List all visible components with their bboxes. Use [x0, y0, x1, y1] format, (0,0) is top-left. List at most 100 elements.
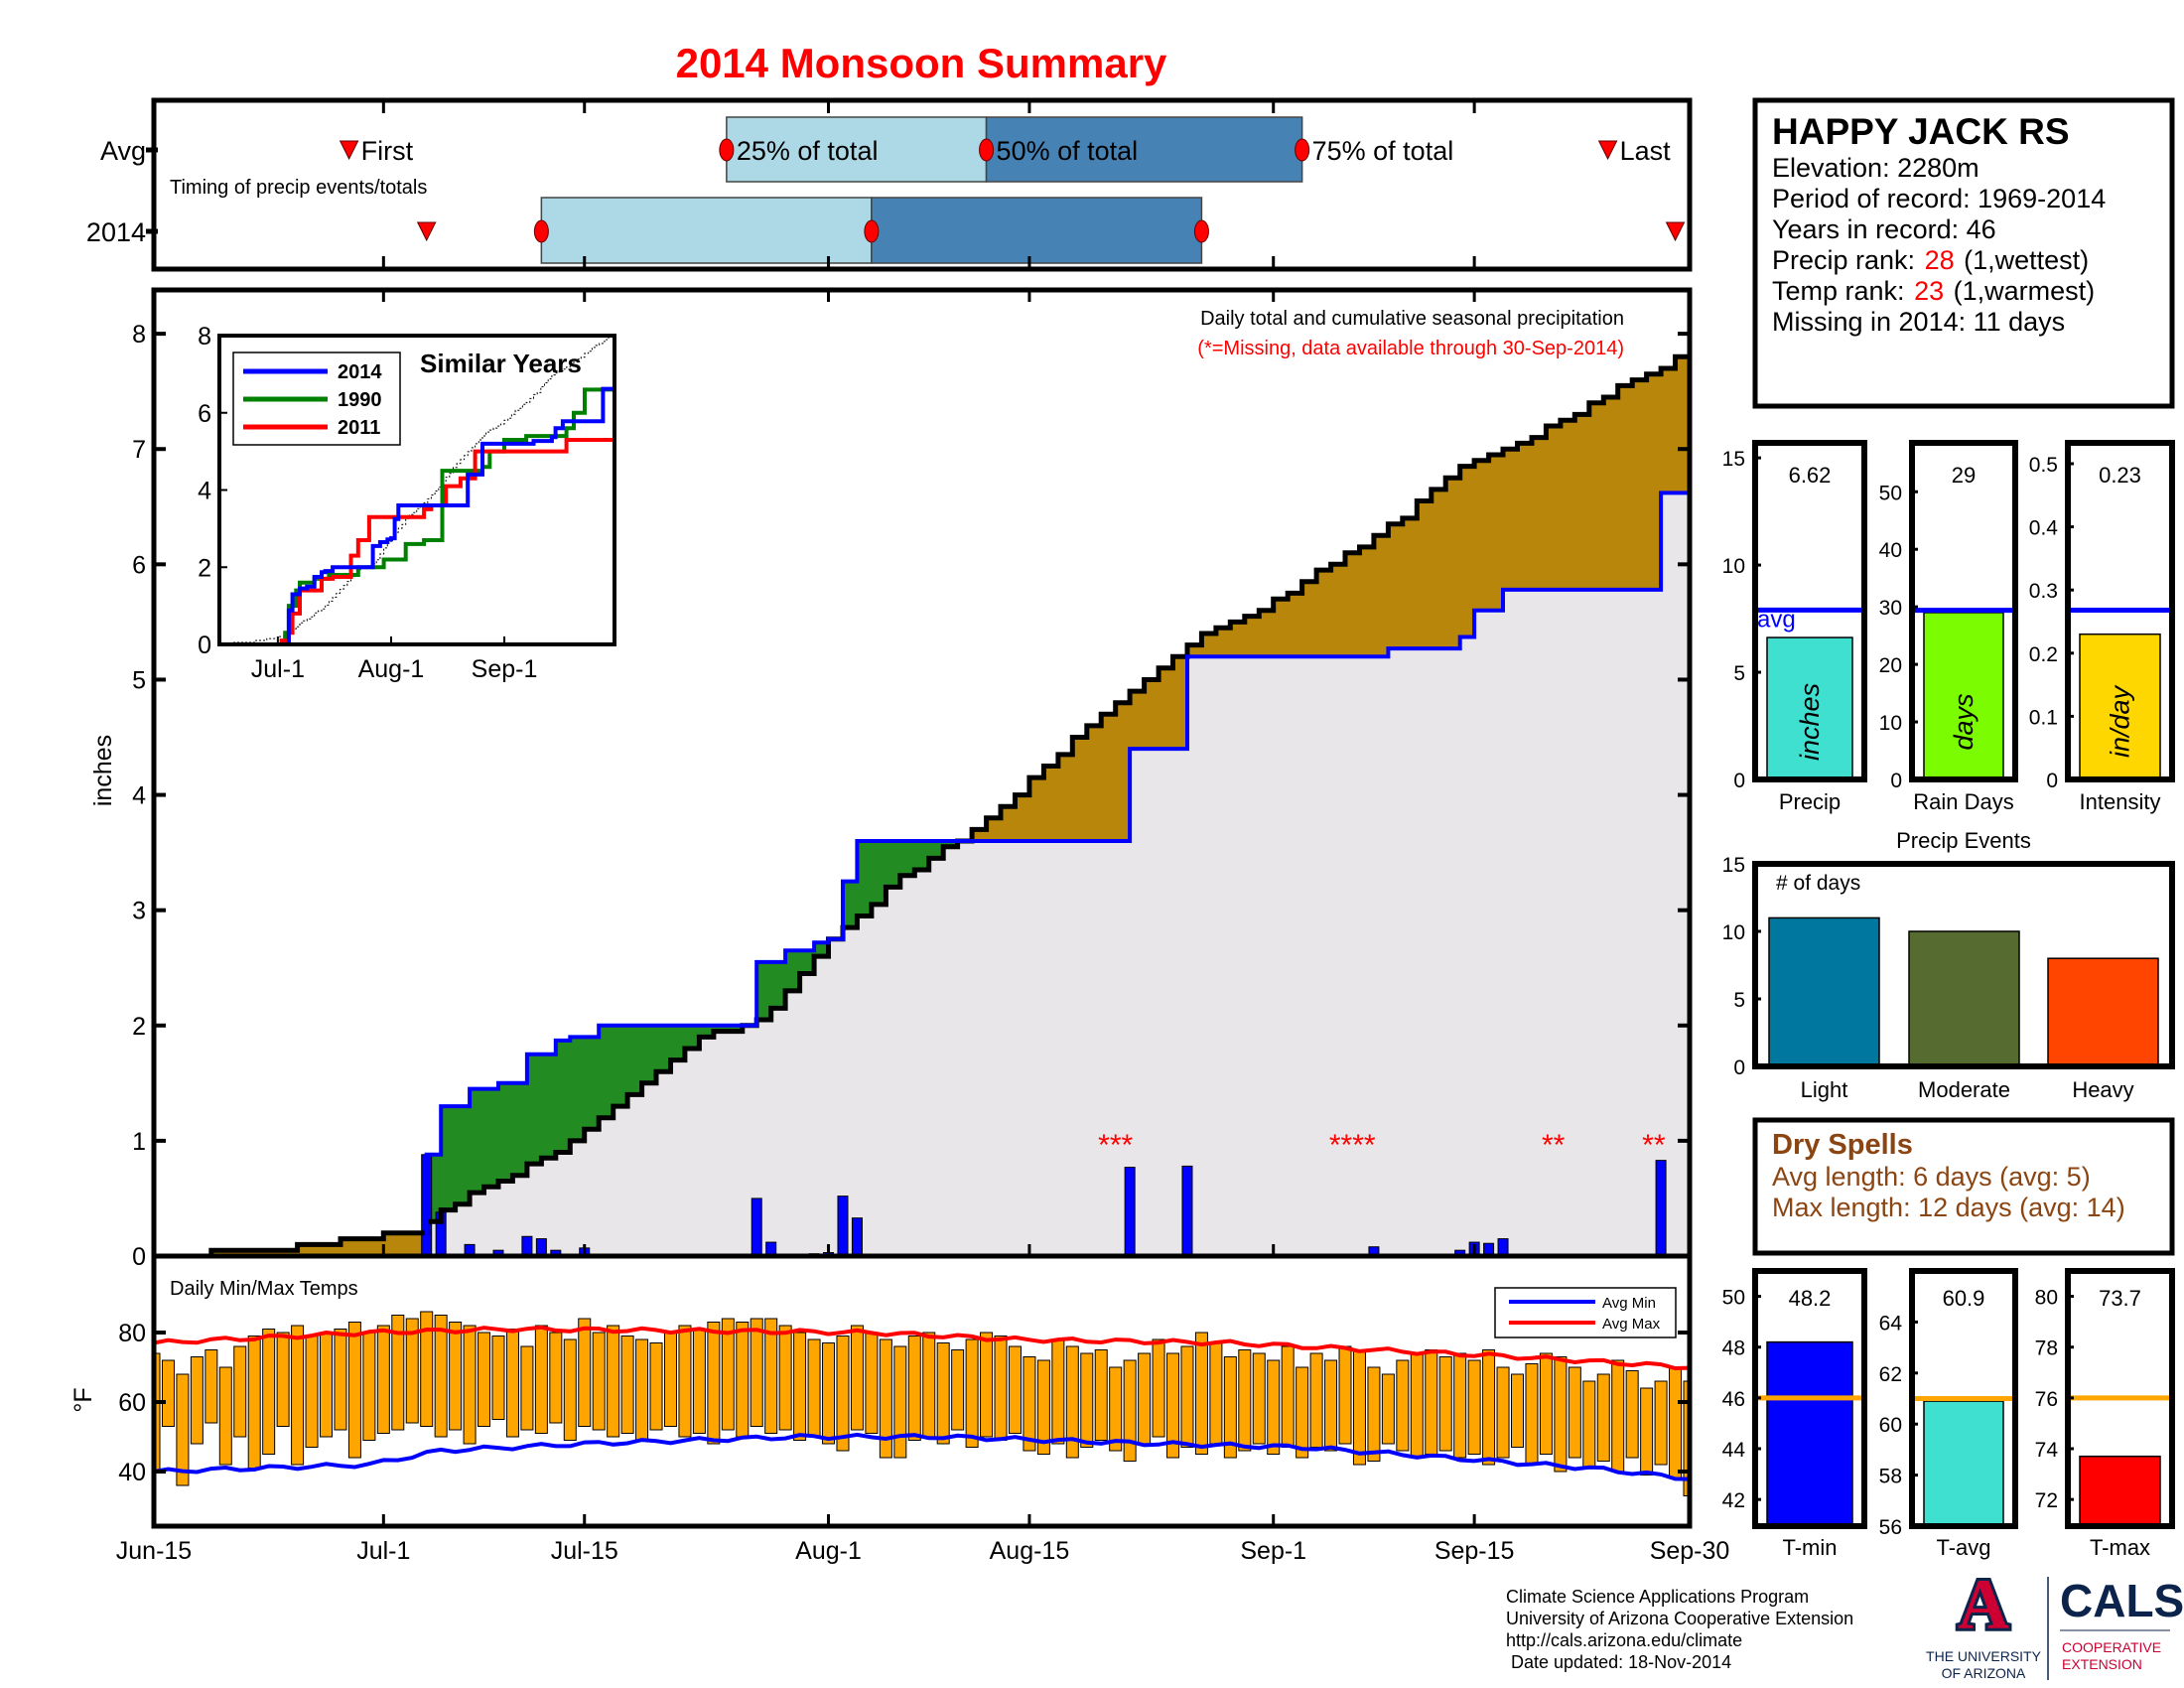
temp-y-tick-label: 60	[118, 1389, 146, 1417]
daily-temp-range-bar	[936, 1342, 950, 1445]
second-half-box	[871, 197, 1203, 264]
precip-event-category-label: Light	[1801, 1077, 1848, 1102]
tavg-y-tick-label: 60	[1879, 1414, 1902, 1437]
daily-temp-range-bar	[721, 1318, 735, 1431]
daily-temp-range-bar	[1036, 1359, 1050, 1455]
daily-temp-range-bar	[1352, 1349, 1366, 1466]
tavg-y-tick-label: 58	[1879, 1466, 1902, 1488]
tmax-value-label: 73.7	[2099, 1286, 2141, 1311]
date-tick-label: Aug-15	[990, 1537, 1070, 1565]
missing-data-mark: ****	[1329, 1129, 1376, 1162]
similar-years-inset: 0 2 4 6 8 Jul-1 Aug-1 Sep-1 2014 1990 2011 Similar …	[198, 323, 616, 683]
daily-temp-range-bar	[1554, 1356, 1568, 1473]
precip_total-bar	[1766, 636, 1853, 780]
intensity-value-label: 0.23	[2099, 463, 2141, 488]
daily-temp-range-bar	[1152, 1338, 1165, 1438]
daily-temp-range-bar	[205, 1349, 218, 1424]
cumulative-plot-area	[154, 351, 1690, 1256]
tmax-y-tick-label: 74	[2035, 1439, 2059, 1462]
footer-line-program: Climate Science Applications Program	[1506, 1587, 1809, 1607]
first-half-box	[540, 197, 873, 264]
daily-temp-range-bar	[1381, 1373, 1395, 1445]
y-tick-label: 4	[132, 782, 146, 810]
daily-temp-range-bar	[1324, 1359, 1338, 1452]
last-event-marker	[1597, 140, 1618, 161]
dry-spells-avg-length: Avg length: 6 days (avg: 5)	[1772, 1162, 2091, 1192]
percentile-marker-p75	[1295, 138, 1310, 162]
dry-spells-max-length: Max length: 12 days (avg: 14)	[1772, 1193, 2125, 1222]
precip_total-y-tick-label: 5	[1733, 662, 1745, 685]
tavg-y-tick-label: 56	[1879, 1516, 1902, 1539]
daily-temp-range-bar	[1596, 1373, 1610, 1462]
tavg-value-label: 60.9	[1943, 1286, 1985, 1311]
tmax-y-tick-label: 72	[2035, 1489, 2058, 1512]
precip_total-x-label: Precip	[1779, 789, 1841, 814]
footer-line-date: Date updated: 18-Nov-2014	[1506, 1652, 1731, 1672]
daily-temp-range-bar	[778, 1325, 792, 1431]
y-tick-label: 8	[132, 321, 146, 349]
precip-event-category-label: Moderate	[1918, 1077, 2010, 1102]
footer-line-url: http://cals.arizona.edu/climate	[1506, 1630, 1742, 1650]
daily-temp-range-bar	[1438, 1356, 1452, 1452]
daily-temp-range-bar	[1525, 1363, 1539, 1466]
temp-plot-area	[154, 1311, 1690, 1496]
inset-line-1990	[219, 387, 614, 646]
precip-events-y-tick-label: 0	[1733, 1056, 1745, 1079]
daily-precip-bar	[1181, 1165, 1193, 1256]
intensity-y-tick-label: 0.4	[2029, 517, 2059, 540]
rain_days-value-label: 29	[1952, 463, 1976, 488]
intensity-y-tick-label: 0.3	[2029, 580, 2058, 603]
daily-temp-range-bar	[1109, 1366, 1123, 1452]
daily-temp-range-bar	[1640, 1387, 1654, 1476]
intensity-panel: 0.23 in/day 0 0.1 0.2 0.3 0.4 0.5 Intensity	[2029, 440, 2175, 814]
rain_days-y-tick-label: 50	[1879, 482, 1902, 504]
daily-temp-range-bar	[176, 1373, 190, 1486]
daily-temp-range-bar	[764, 1318, 778, 1434]
precip_total-panel: avg 6.62 inches 0 5 10 15 Precip	[1722, 440, 1867, 814]
daily-temp-range-bar	[850, 1325, 864, 1431]
daily-temp-range-bar	[218, 1366, 232, 1466]
y-tick-label: 5	[132, 666, 146, 694]
tavg-y-tick-label: 64	[1879, 1312, 1903, 1335]
daily-temp-range-bar	[678, 1325, 692, 1438]
rain_days-y-tick-label: 30	[1879, 597, 1902, 620]
average-cumulative-line	[154, 351, 1690, 1256]
tavg-panel: 60.9 56 58 60 62 64 T-avg	[1879, 1268, 2018, 1560]
daily-temp-range-bar	[478, 1332, 491, 1427]
dry-spells-box: Dry Spells Avg length: 6 days (avg: 5) M…	[1752, 1117, 2175, 1256]
daily-temp-range-bar	[247, 1336, 261, 1469]
ua-block-a-logo: A	[1958, 1565, 2009, 1644]
daily-temp-range-bar	[592, 1332, 606, 1431]
inset-y-tick-label: 0	[198, 632, 211, 659]
y-tick-label: 3	[132, 898, 146, 925]
date-tick-label: Jun-15	[116, 1537, 192, 1565]
avg-min-line	[154, 1432, 1690, 1481]
date-tick-label: Sep-30	[1650, 1537, 1730, 1565]
percentile-marker-p25	[719, 138, 735, 162]
percentile-label-p25: 25% of total	[737, 136, 879, 166]
legend-label-1990: 1990	[338, 389, 382, 411]
daily-temp-range-bar	[376, 1325, 390, 1434]
daily-precip-bar	[521, 1235, 533, 1256]
daily-temp-range-bar	[1180, 1345, 1194, 1448]
missing-data-mark: **	[1542, 1129, 1566, 1162]
tmin-y-tick-label: 44	[1722, 1439, 1746, 1462]
legend-label-2014: 2014	[338, 361, 382, 383]
cals-coop-line1: COOPERATIVE	[2062, 1639, 2161, 1655]
intensity-x-label: Intensity	[2080, 789, 2161, 814]
tmax-y-tick-label: 76	[2035, 1388, 2058, 1411]
date-tick-label: Aug-1	[795, 1537, 862, 1565]
daily-temp-range-bar	[1008, 1345, 1022, 1434]
daily-temp-range-bar	[1511, 1373, 1525, 1448]
temp-rank-prefix: Temp rank:	[1772, 276, 1912, 306]
daily-temp-range-bar	[449, 1322, 463, 1431]
daily-temp-range-bar	[505, 1329, 519, 1438]
rain_days-unit-label: days	[1949, 693, 1979, 750]
daily-temp-range-bar	[1209, 1342, 1223, 1445]
daily-temp-range-bar	[1496, 1366, 1510, 1459]
intensity-y-tick-label: 0.5	[2029, 454, 2058, 477]
first-half-box	[726, 116, 988, 183]
rain_days-panel: 29 days 0 10 20 30 40 50 Rain Days	[1879, 440, 2018, 814]
percentile-marker-p50	[864, 219, 880, 243]
tmin-x-label: T-min	[1783, 1535, 1838, 1560]
